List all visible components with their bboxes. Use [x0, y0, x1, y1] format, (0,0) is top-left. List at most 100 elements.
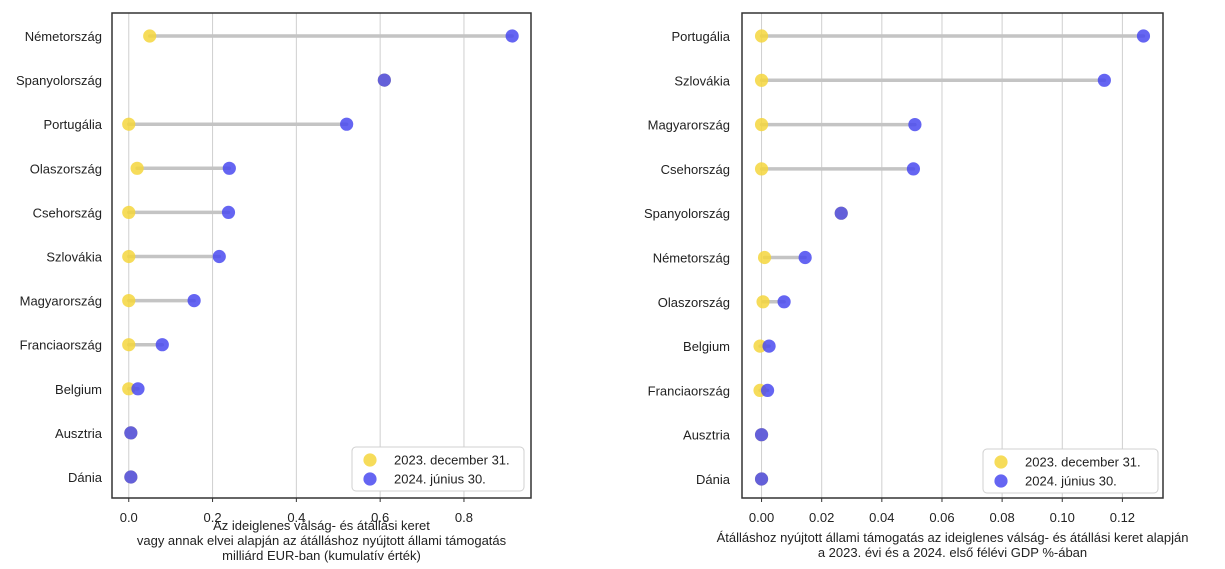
- data-point: [762, 339, 776, 353]
- x-tick-labels: 0.0 0.2 0.4 0.6 0.8: [120, 498, 473, 525]
- category-label: Belgium: [55, 382, 102, 397]
- category-labels: Németország Spanyolország Portugália Olaszo…: [16, 29, 103, 485]
- data-point: [187, 294, 201, 308]
- data-point: [1136, 29, 1151, 43]
- tick-label: 0.10: [1050, 510, 1075, 525]
- tick-label: 0.6: [371, 510, 389, 525]
- legend-box: [351, 446, 525, 492]
- legend-label: 2024. június 30.: [1025, 474, 1117, 489]
- data-point: [212, 249, 226, 264]
- x-axis-label-line: Az ideiglenes válság- és átállási keret: [213, 518, 430, 533]
- category-label: Szlovákia: [674, 73, 730, 88]
- category-label: Franciaország: [648, 383, 730, 398]
- tick-label: 0.02: [809, 510, 834, 525]
- category-label: Belgium: [683, 339, 730, 354]
- data-point: [155, 338, 169, 352]
- data-point: [222, 161, 236, 175]
- tick-label: 0.0: [120, 510, 138, 525]
- category-label: Franciaország: [20, 338, 102, 353]
- category-labels: Portugália Szlovákia Magyarország Csehorszá…: [644, 29, 731, 487]
- category-label: Olaszország: [30, 161, 102, 176]
- tick-label: 0.04: [869, 510, 894, 525]
- legend-marker: [363, 472, 377, 486]
- category-label: Portugália: [43, 117, 102, 132]
- legend-box: [982, 448, 1159, 494]
- data-point: [1097, 73, 1111, 87]
- category-label: Magyarország: [20, 294, 102, 309]
- data-point: [754, 428, 769, 442]
- connectors: [127, 34, 514, 479]
- data-point: [753, 339, 767, 353]
- series-2: [754, 29, 1151, 486]
- x-axis-label-line: a 2023. évi és a 2024. első félévi GDP %…: [818, 545, 1087, 560]
- connectors: [758, 34, 1146, 481]
- chart-panel-2: Portugália Szlovákia Magyarország Csehorszá…: [644, 12, 1189, 560]
- x-axis-label-line: vagy annak elvei alapján az átálláshoz n…: [137, 533, 507, 548]
- category-label: Spanyolország: [644, 206, 730, 221]
- data-point: [505, 29, 519, 43]
- x-axis-label-line: Átálláshoz nyújtott állami támogatás az …: [717, 530, 1189, 545]
- data-point: [754, 472, 769, 486]
- category-label: Portugália: [671, 29, 730, 44]
- data-point: [122, 205, 136, 219]
- x-axis-label: Az ideiglenes válság- és átállási keretv…: [137, 518, 507, 563]
- tick-label: 0.8: [455, 510, 473, 525]
- data-point: [340, 117, 354, 131]
- category-label: Dánia: [68, 470, 103, 485]
- plot-frame: [741, 12, 1164, 499]
- tick-label: 0.4: [287, 510, 305, 525]
- category-label: Szlovákia: [46, 250, 102, 265]
- category-label: Ausztria: [55, 426, 103, 441]
- legend-marker: [994, 474, 1008, 488]
- category-label: Csehország: [661, 162, 730, 177]
- data-point: [221, 205, 236, 219]
- legend-label: 2023. december 31.: [394, 453, 510, 468]
- data-point: [908, 118, 922, 132]
- legend-label: 2023. december 31.: [1025, 455, 1141, 470]
- data-point: [122, 382, 136, 396]
- data-point: [754, 29, 769, 43]
- tick-label: 0.08: [989, 510, 1014, 525]
- data-point: [122, 117, 136, 131]
- data-point: [377, 73, 391, 87]
- data-point: [777, 295, 791, 309]
- legend-label: 2024. június 30.: [394, 472, 486, 487]
- legend-marker: [994, 455, 1008, 469]
- category-label: Spanyolország: [16, 73, 102, 88]
- data-point: [756, 295, 770, 309]
- data-point: [130, 161, 144, 175]
- category-label: Magyarország: [648, 118, 730, 133]
- series-2: [124, 29, 519, 484]
- data-point: [122, 294, 136, 308]
- data-point: [124, 470, 138, 484]
- legend: 2023. december 31. 2024. június 30.: [982, 448, 1159, 494]
- data-point: [906, 162, 921, 176]
- chart-panel-1: Németország Spanyolország Portugália Olaszo…: [16, 12, 532, 563]
- legend: 2023. december 31. 2024. június 30.: [351, 446, 525, 492]
- category-label: Csehország: [33, 205, 102, 220]
- legend-marker: [363, 453, 377, 467]
- x-tick-labels: 0.00 0.02 0.04 0.06 0.08 0.10 0.12: [749, 498, 1135, 525]
- data-point: [798, 250, 812, 265]
- data-point: [754, 118, 769, 132]
- tick-label: 0.06: [929, 510, 954, 525]
- gridlines: [128, 13, 465, 498]
- x-axis-label: Átálláshoz nyújtott állami támogatás az …: [717, 530, 1189, 560]
- category-label: Németország: [25, 29, 102, 44]
- tick-label: 0.2: [204, 510, 222, 525]
- x-axis-label-line: milliárd EUR-ban (kumulatív érték): [222, 548, 421, 563]
- data-point: [131, 382, 145, 396]
- category-label: Dánia: [696, 472, 731, 487]
- plot-frame: [111, 12, 532, 499]
- data-point: [122, 249, 136, 264]
- gridlines: [761, 13, 1123, 498]
- data-point: [754, 162, 769, 176]
- category-label: Olaszország: [658, 295, 730, 310]
- tick-label: 0.00: [749, 510, 774, 525]
- data-point: [124, 426, 138, 440]
- tick-label: 0.12: [1110, 510, 1135, 525]
- data-point: [754, 73, 769, 87]
- data-point: [122, 338, 136, 352]
- category-label: Ausztria: [683, 428, 731, 443]
